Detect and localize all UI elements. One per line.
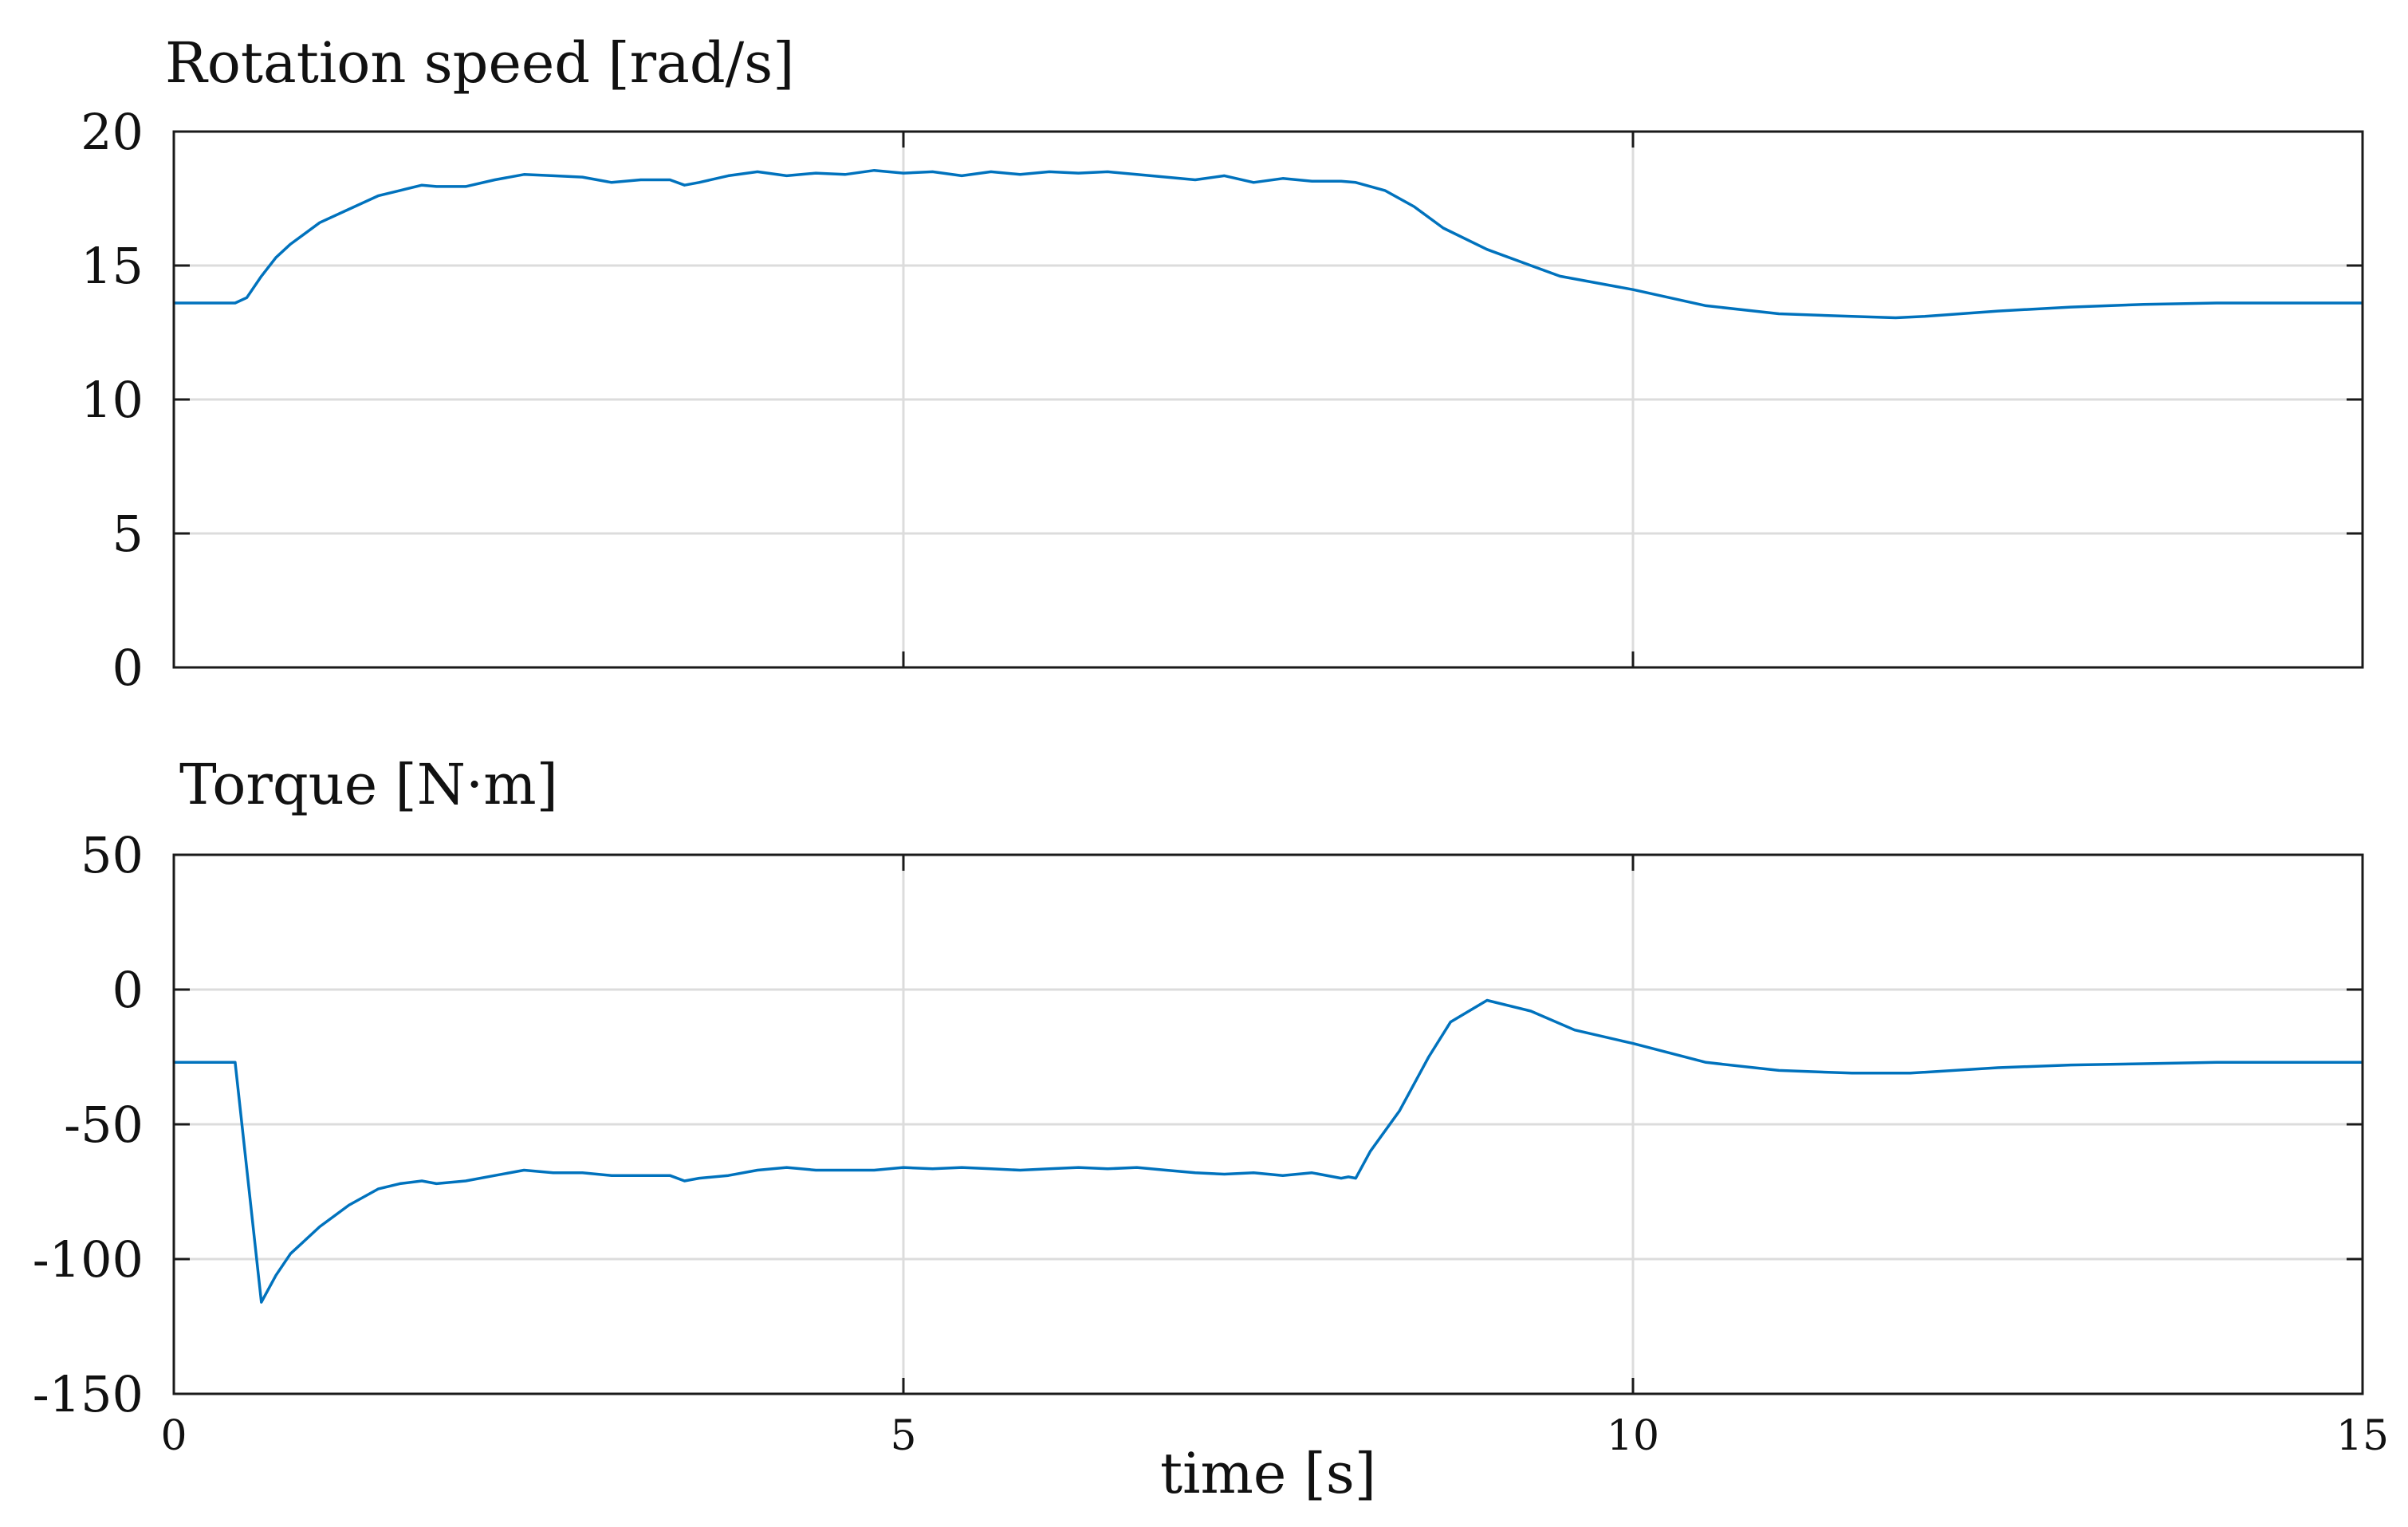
y-tick-label: 0 [112,961,144,1019]
x-tick-label: 5 [890,1412,916,1460]
chart-title: Torque [N·m] [179,752,558,817]
x-tick-label: 10 [1607,1412,1659,1460]
y-tick-label: 15 [81,237,144,295]
chart-title: Rotation speed [rad/s] [165,30,794,96]
y-tick-label: 0 [112,639,144,697]
series-line [174,998,2363,1304]
y-tick-label: 10 [81,371,144,429]
y-tick-label: 50 [81,826,144,884]
torque-chart-panel: 0 5 10 15 -150 -100 -50 0 50 Torque [N·m] time [s] [33,752,2389,1506]
x-tick-label: 0 [160,1412,187,1460]
y-tick-label: -50 [64,1096,144,1154]
x-axis-label: time [s] [1160,1441,1376,1506]
series-line [174,168,2363,320]
x-tick-label: 15 [2336,1412,2389,1460]
speed-chart-panel: 0 5 10 15 20 Rotation speed [rad/s] [81,30,2364,697]
y-tick-label: -150 [33,1365,144,1423]
y-tick-label: 20 [81,103,144,161]
y-tick-label: 5 [112,505,144,563]
y-tick-label: -100 [33,1230,144,1289]
